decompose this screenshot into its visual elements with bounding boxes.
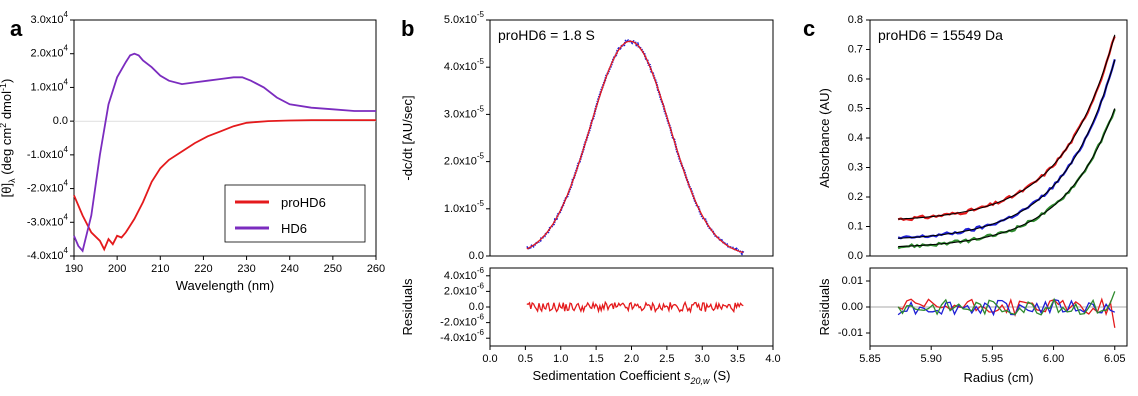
panel-b-x-tick-label: 3.5 [730,353,745,365]
panel-b-res-y-tick-label: 2.0x10-6 [444,282,485,298]
panel-a-x-tick-label: 190 [65,263,83,275]
panel-c-x-tick-label: 5.90 [920,353,941,365]
panel-b-axes [489,19,774,257]
panel-a-y-tick-label: 0.0 [53,115,68,127]
panel-b-residuals-label: Residuals [400,278,415,336]
panel-a-y-tick-label: -3.0x104 [27,212,69,228]
panel-a-x-tick-label: 230 [237,263,255,275]
panel-a-y-axis-label: [θ]λ (deg cm2 dmol-1) [0,79,17,198]
panel-c-y-tick-label: 0.5 [848,102,863,114]
panel-a-legend-label: HD6 [281,221,307,236]
panel-b-res-y-tick-label: 0.0 [469,301,484,313]
panel-c-y-tick-label: 0.2 [848,191,863,203]
panel-c-annotation: proHD6 = 15549 Da [878,27,1003,43]
panel-a-x-tick-label: 220 [194,263,212,275]
panel-b-x-tick-label: 0.5 [518,353,533,365]
panel-a-y-tick-label: -4.0x104 [27,246,69,262]
panel-c-y-tick-label: 0.8 [848,14,863,26]
panel-c-res-y-tick-label: 0.00 [842,301,863,313]
panel-a-x-tick-label: 240 [281,263,299,275]
panel-a-series-proHD6 [73,119,376,252]
panel-a-x-axis-label: Wavelength (nm) [176,278,275,293]
panel-c-fit-series [898,108,1116,248]
panel-a-y-tick-label: 1.0x104 [31,78,69,94]
panel-b-y-tick-label: 1.0x10-5 [444,199,485,215]
panel-b-x-axis-label: Sedimentation Coefficient s20,w (S) [533,368,731,386]
panel-b-y-axis-label: -dc/dt [AU/sec] [400,95,415,180]
panel-b-data-series [526,38,745,256]
panel-b-y-tick-label: 0.0 [469,250,484,262]
panel-b-res-y-tick-label: -2.0x10-6 [440,313,484,329]
panel-b-fit-series [526,40,744,254]
panel-c-x-tick-label: 5.95 [982,353,1003,365]
panel-a-x-tick-label: 260 [367,263,385,275]
panel-c-residuals-label: Residuals [817,278,832,336]
panel-a-y-tick-label: -1.0x104 [27,145,69,161]
panel-a-legend [224,184,366,243]
panel-a-label: a [10,16,23,41]
panel-c-x-tick-label: 6.05 [1104,353,1125,365]
panel-c-y-tick-label: 0.0 [848,250,863,262]
panel-a-series-HD6 [73,52,376,253]
panel-c-residual-series [897,297,1116,328]
panel-a-x-tick-label: 250 [324,263,342,275]
panel-c-data-series [897,108,1116,250]
panel-b-x-tick-label: 1.5 [588,353,603,365]
panel-c-res-y-tick-label: 0.01 [842,275,863,287]
panel-b-label: b [401,16,414,41]
panel-b-y-tick-label: 3.0x10-5 [444,105,485,121]
panel-c-y-tick-label: 0.4 [848,132,863,144]
panel-c-y-tick-label: 0.6 [848,73,863,85]
panel-a-axes [73,19,377,257]
panel-b-x-tick-label: 3.0 [695,353,710,365]
panel-c-y-axis-label: Absorbance (AU) [817,88,832,188]
panel-c-label: c [803,16,815,41]
panel-a-legend-label: proHD6 [281,195,326,210]
panel-b-res-y-tick-label: -4.0x10-6 [440,328,484,344]
panel-c-fit-series [898,34,1116,220]
panel-b-y-tick-label: 5.0x10-5 [444,10,485,26]
panel-c-x-axis-label: Radius (cm) [963,370,1033,385]
panel-b-x-tick-label: 0.0 [482,353,497,365]
panel-a-x-tick-label: 210 [151,263,169,275]
panel-b-x-tick-label: 2.5 [659,353,674,365]
panel-a-y-tick-label: 3.0x104 [31,10,69,26]
panel-c-y-tick-label: 0.1 [848,220,863,232]
panel-b-res-y-tick-label: 4.0x10-6 [444,266,485,282]
panel-b-x-tick-label: 1.0 [553,353,568,365]
panel-c-data-series [897,35,1116,222]
panel-c-y-tick-label: 0.3 [848,161,863,173]
panel-a-x-tick-label: 200 [108,263,126,275]
panel-c-x-tick-label: 6.00 [1043,353,1064,365]
panel-c-res-y-tick-label: -0.01 [838,327,863,339]
panel-a-y-tick-label: 2.0x104 [31,44,69,60]
panel-b-annotation: proHD6 = 1.8 S [498,27,595,43]
panel-c-x-tick-label: 5.85 [859,353,880,365]
panel-c-data-series [897,59,1116,240]
panel-b-residual-series [526,300,744,314]
panel-b-x-tick-label: 2.0 [624,353,639,365]
panel-c-fit-series [898,59,1116,239]
panel-c-residual-series [897,291,1116,316]
panel-c-y-tick-label: 0.7 [848,43,863,55]
panel-b-y-tick-label: 2.0x10-5 [444,152,485,168]
panel-a-y-tick-label: -2.0x104 [27,179,69,195]
panel-b-x-tick-label: 4.0 [765,353,780,365]
panel-b-y-tick-label: 4.0x10-5 [444,57,485,73]
